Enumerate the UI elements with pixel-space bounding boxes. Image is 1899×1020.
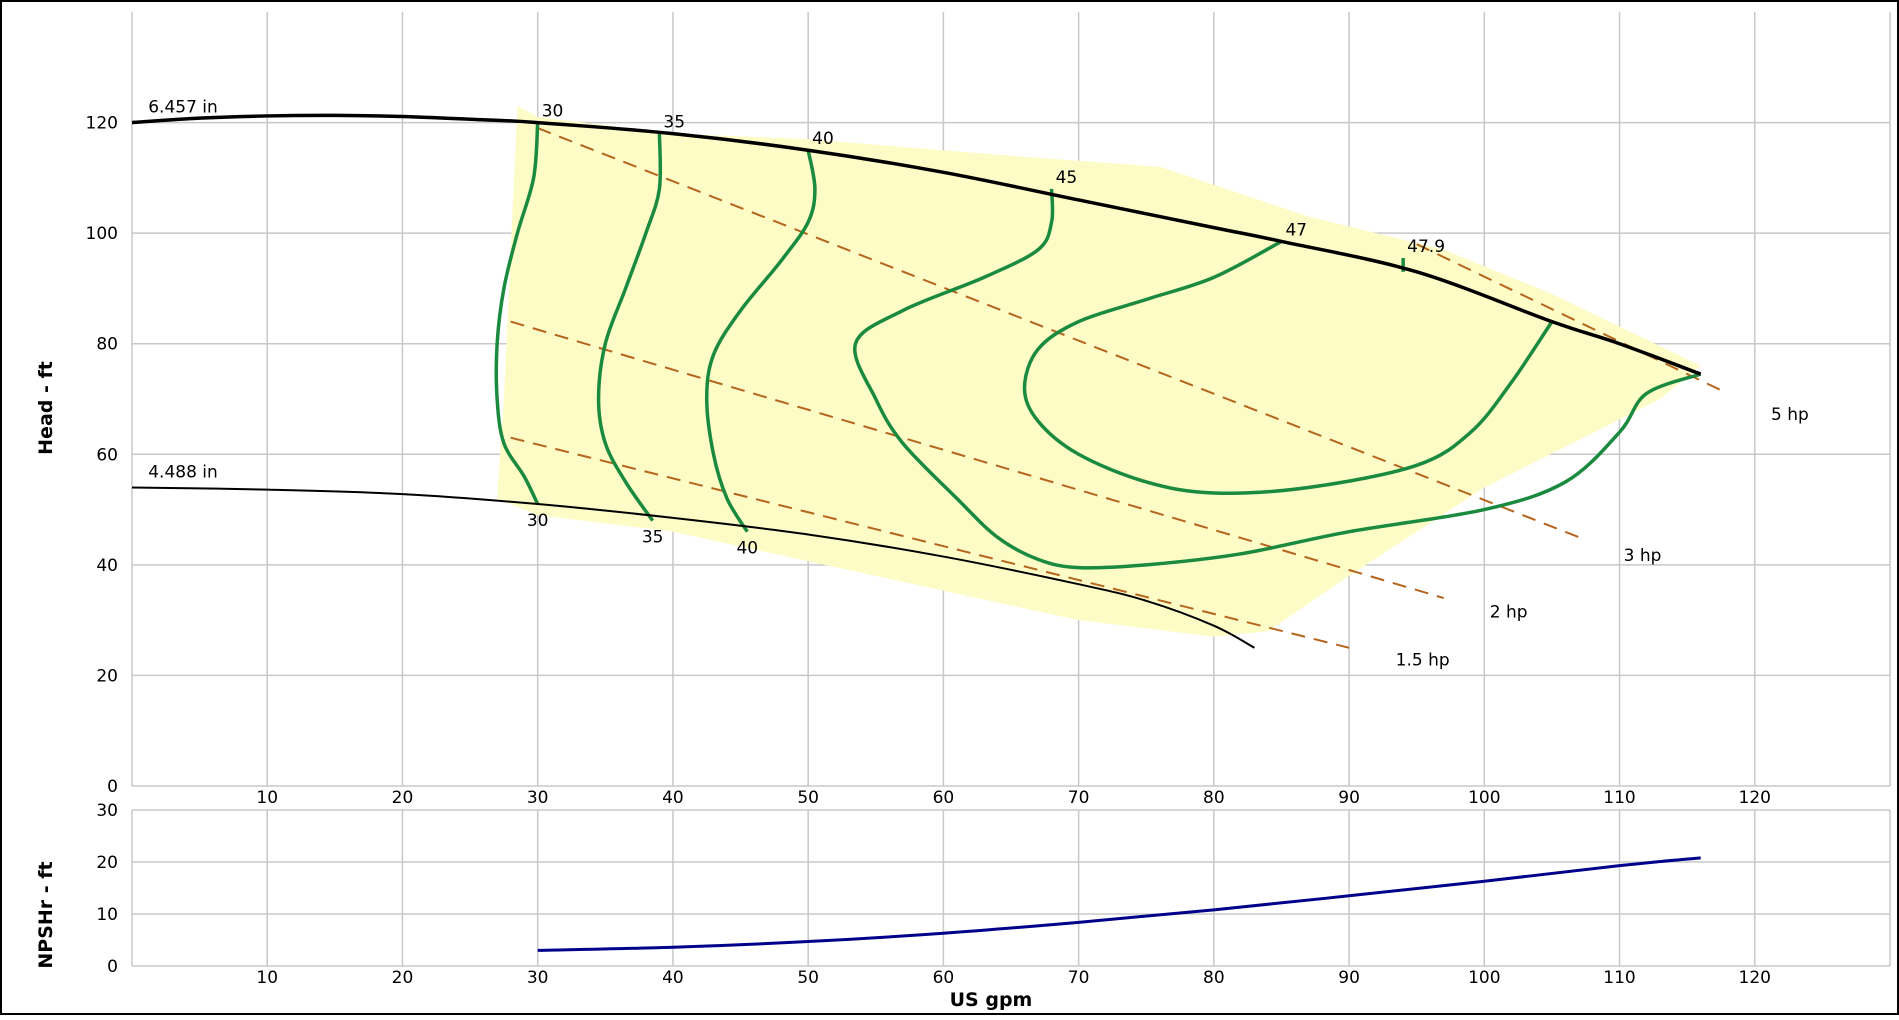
power-line bbox=[1416, 243, 1729, 395]
y-tick-label: 0 bbox=[107, 957, 118, 977]
npshr-series bbox=[537, 856, 1701, 952]
x-tick-label: 80 bbox=[1203, 788, 1225, 808]
x-tick-label: 110 bbox=[1603, 968, 1635, 988]
x-tick-label: 90 bbox=[1338, 788, 1360, 808]
x-tick-label: 30 bbox=[527, 968, 549, 988]
x-tick-label: 70 bbox=[1068, 968, 1090, 988]
head-axis-title: Head - ft bbox=[35, 361, 57, 455]
x-tick-label: 100 bbox=[1468, 788, 1500, 808]
efficiency-curves: 30 30 35 35 40 40 45 47 47.9 bbox=[494, 102, 1702, 570]
x-tick-label: 110 bbox=[1603, 788, 1635, 808]
efficiency-label: 30 bbox=[542, 102, 564, 122]
y-tick-label: 100 bbox=[86, 224, 118, 244]
efficiency-curve bbox=[596, 133, 663, 522]
x-axis-title: US gpm bbox=[950, 989, 1033, 1011]
power-line bbox=[510, 436, 1350, 649]
power-line bbox=[510, 320, 1445, 599]
x-tick-label: 20 bbox=[392, 968, 414, 988]
x-tick-label: 40 bbox=[662, 788, 684, 808]
power-line-label: 3 hp bbox=[1624, 546, 1662, 566]
x-tick-label: 100 bbox=[1468, 968, 1500, 988]
npshr-panel-ticks: 0 10 20 30 10 20 30 40 50 60 70 80 90 100 110 120 bbox=[96, 801, 1771, 988]
efficiency-curve bbox=[853, 188, 1702, 570]
y-tick-label: 20 bbox=[96, 666, 118, 686]
impeller-diameter-label: 4.488 in bbox=[148, 462, 218, 482]
efficiency-label: 35 bbox=[663, 113, 685, 133]
npshr-curve bbox=[537, 856, 1701, 952]
efficiency-label: 47.9 bbox=[1407, 237, 1445, 257]
x-tick-label: 70 bbox=[1068, 788, 1090, 808]
x-tick-label: 90 bbox=[1338, 968, 1360, 988]
x-tick-label: 80 bbox=[1203, 968, 1225, 988]
y-tick-label: 20 bbox=[96, 853, 118, 873]
impeller-curve bbox=[131, 113, 1702, 376]
x-tick-label: 20 bbox=[392, 788, 414, 808]
x-tick-label: 50 bbox=[797, 788, 819, 808]
x-tick-label: 10 bbox=[256, 968, 278, 988]
x-tick-label: 30 bbox=[527, 788, 549, 808]
x-tick-label: 40 bbox=[662, 968, 684, 988]
efficiency-label: 30 bbox=[527, 511, 549, 531]
x-tick-label: 10 bbox=[256, 788, 278, 808]
impeller-curve bbox=[131, 486, 1255, 649]
efficiency-curve bbox=[494, 122, 540, 505]
power-line-label: 2 hp bbox=[1490, 603, 1528, 623]
y-tick-label: 80 bbox=[96, 335, 118, 355]
x-tick-label: 120 bbox=[1739, 788, 1771, 808]
efficiency-label: 47 bbox=[1285, 220, 1307, 240]
impeller-diameter-label: 6.457 in bbox=[148, 98, 218, 118]
efficiency-label: 40 bbox=[736, 539, 758, 559]
y-tick-label: 60 bbox=[96, 445, 118, 465]
y-tick-label: 40 bbox=[96, 556, 118, 576]
x-tick-label: 120 bbox=[1739, 968, 1771, 988]
efficiency-curve bbox=[1022, 239, 1554, 495]
x-tick-label: 50 bbox=[797, 968, 819, 988]
impeller-curves: 6.457 in 4.488 in bbox=[131, 98, 1702, 649]
y-tick-label: 10 bbox=[96, 905, 118, 925]
y-tick-label: 120 bbox=[86, 114, 118, 134]
power-line-label: 5 hp bbox=[1771, 405, 1809, 425]
efficiency-label: 35 bbox=[642, 528, 664, 548]
y-tick-label: 30 bbox=[96, 801, 118, 821]
x-tick-label: 60 bbox=[933, 968, 955, 988]
y-tick-label: 0 bbox=[107, 777, 118, 797]
x-tick-label: 60 bbox=[933, 788, 955, 808]
head-panel-ticks: 0 20 40 60 80 100 120 10 20 30 40 50 60 70 80 90 100 110 1… bbox=[86, 114, 1771, 808]
efficiency-label: 45 bbox=[1056, 168, 1078, 188]
npshr-axis-title: NPSHr - ft bbox=[35, 861, 57, 968]
power-line-label: 1.5 hp bbox=[1396, 650, 1450, 670]
efficiency-label: 40 bbox=[812, 129, 834, 149]
efficiency-curve bbox=[704, 149, 817, 533]
npshr-panel-grid bbox=[131, 809, 1891, 967]
